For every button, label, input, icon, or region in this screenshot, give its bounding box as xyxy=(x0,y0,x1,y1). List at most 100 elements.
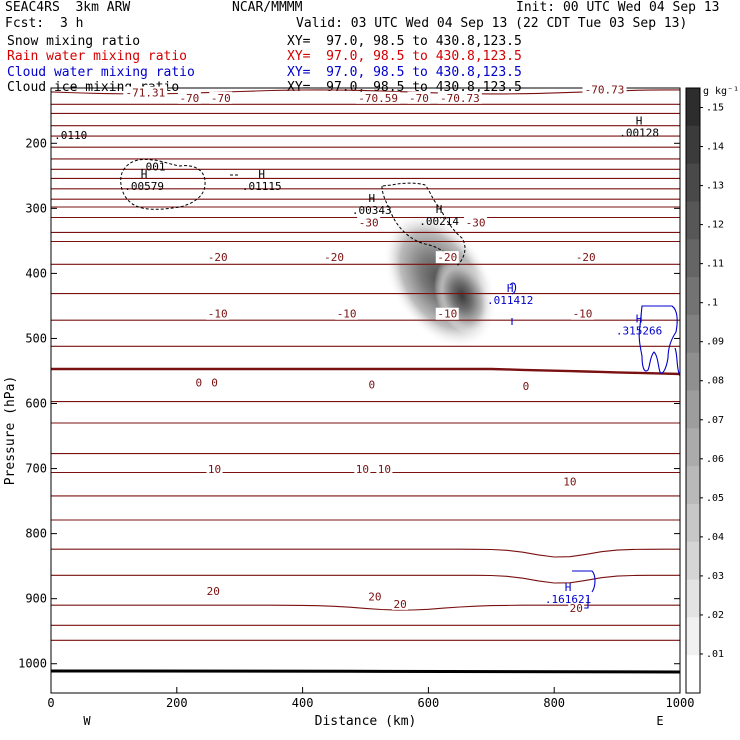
isotherm-label: 0 xyxy=(211,377,218,390)
extremum-value: .01115 xyxy=(242,180,282,193)
x-axis-label: Distance (km) xyxy=(315,714,417,729)
colorbar-tick-label: .07 xyxy=(706,415,724,426)
isotherm-label-bg xyxy=(177,91,201,104)
colorbar-segment xyxy=(686,428,700,467)
isotherm-label: -10 xyxy=(208,308,228,321)
isotherm-label: -20 xyxy=(437,251,457,264)
isotherm-label: -70.73 xyxy=(585,83,625,96)
y-axis-label: Pressure (hPa) xyxy=(3,376,18,486)
isotherm-label-bg xyxy=(568,601,585,614)
contour-labels: -71.31 -70 -70 -70.59 -70 -70.73 -70.73 -30 -30 -… xyxy=(54,83,662,615)
x-tick-label: 400 xyxy=(292,696,314,710)
isotherm-label: 20 xyxy=(368,591,381,604)
extremum-marker: H xyxy=(507,282,514,295)
y-tick-label: 800 xyxy=(25,527,47,541)
field-cloud-water-xy: XY= 97.0, 98.5 to 430.8,123.5 xyxy=(287,65,522,80)
isotherm-label-bg xyxy=(367,378,377,391)
extremum-marker: H xyxy=(636,115,643,128)
west-label: W xyxy=(83,714,91,728)
isotherm-label-bg xyxy=(376,463,393,476)
isotherm-label-bg xyxy=(435,307,459,320)
field-snow-name: Snow mixing ratio xyxy=(7,34,141,49)
isotherm-label-bg xyxy=(357,216,381,229)
isotherm-label: -10 xyxy=(337,308,357,321)
colorbar-tick-label: .05 xyxy=(706,493,724,504)
y-tick-label: 400 xyxy=(25,266,47,280)
isotherm-label-bg xyxy=(407,91,431,104)
colorbar-tick-label: .11 xyxy=(706,259,724,270)
isotherm-label-bg xyxy=(354,463,371,476)
isotherm-label: -70 xyxy=(409,92,429,105)
colorbar-segment xyxy=(686,239,700,278)
extremum-value: .161621 xyxy=(545,593,591,606)
isotherm-line xyxy=(51,574,680,584)
y-tick-label: 500 xyxy=(25,331,47,345)
extremum-marker: H xyxy=(436,203,443,216)
colorbar-segment xyxy=(686,88,700,127)
x-tick-label: 600 xyxy=(418,696,440,710)
y-tick-label: 700 xyxy=(25,462,47,476)
extremum-value: .315266 xyxy=(616,324,662,337)
isotherm-label-bg xyxy=(464,216,488,229)
colorbar-segment xyxy=(686,579,700,618)
y-tick-label: 900 xyxy=(25,592,47,606)
isotherm-label-bg xyxy=(335,307,359,320)
isotherm-label-bg xyxy=(582,83,627,96)
isotherm-label: -10 xyxy=(437,308,457,321)
experiment-title: SEAC4RS 3km ARW xyxy=(5,0,131,15)
isotherm-line xyxy=(51,548,680,558)
colorbar-tick-label: .14 xyxy=(706,142,724,153)
isotherm-label: 20 xyxy=(393,598,406,611)
y-tick-label: 300 xyxy=(25,201,47,215)
extremum-marker: H xyxy=(141,168,148,181)
extremum-value: .00579 xyxy=(124,180,164,193)
isotherm-label: -71.31 xyxy=(125,87,165,100)
snow-contours xyxy=(120,158,466,266)
x-tick-label: 1000 xyxy=(666,696,695,710)
colorbar-segment xyxy=(686,655,700,694)
x-tick-label: 800 xyxy=(543,696,565,710)
isotherm-label: -30 xyxy=(466,217,486,230)
isotherm-label-bg xyxy=(366,590,383,603)
isotherm-label: -20 xyxy=(576,251,596,264)
isotherm-label: 10 xyxy=(356,463,369,476)
extremum-marker: H xyxy=(258,168,265,181)
colorbar-segment xyxy=(686,163,700,202)
isotherm-label-bg xyxy=(356,91,401,104)
isotherm-label: -70 xyxy=(211,92,231,105)
field-snow-xy: XY= 97.0, 98.5 to 430.8,123.5 xyxy=(287,34,522,49)
isotherm-line xyxy=(51,367,680,376)
colorbar-tick-label: .06 xyxy=(706,454,724,465)
isotherm-label-bg xyxy=(210,376,220,389)
fcst-value: 3 h xyxy=(60,16,84,31)
extremum-value: .011412 xyxy=(487,294,533,307)
colorbar-tick-label: .03 xyxy=(706,571,724,582)
isotherm-label: -20 xyxy=(208,251,228,264)
isotherm-label-bg xyxy=(206,307,230,320)
isotherm-label: -70.73 xyxy=(440,92,480,105)
extremum-value: .00128 xyxy=(619,127,659,140)
isotherm-label-bg xyxy=(437,91,482,104)
colorbar-segment xyxy=(686,617,700,656)
isotherm-label-bg xyxy=(194,376,204,389)
isotherm-label-bg xyxy=(209,91,233,104)
isotherm-label: 10 xyxy=(563,476,576,489)
isotherm-label: 10 xyxy=(208,463,221,476)
colorbar-tick-label: .15 xyxy=(706,103,724,114)
colorbar-segment xyxy=(686,125,700,165)
colorbar-tick-label: .1 xyxy=(706,298,718,309)
isotherm-label: 0 xyxy=(196,377,203,390)
isotherm-label: -70.59 xyxy=(358,92,398,105)
extremum-marker: H xyxy=(636,312,643,325)
colorbar-frame xyxy=(685,87,701,694)
field-cloud-water-name: Cloud water mixing ratio xyxy=(7,65,195,80)
isotherm-label-bg xyxy=(123,86,168,99)
isotherm-label: 0 xyxy=(523,380,530,393)
plot-frame xyxy=(50,87,681,694)
isotherm-label-bg xyxy=(322,251,346,264)
colorbar-segment xyxy=(686,277,700,316)
colorbar-tick-label: .02 xyxy=(706,610,724,621)
isotherm-label: 0 xyxy=(368,379,375,392)
colorbar-segment xyxy=(686,201,700,240)
